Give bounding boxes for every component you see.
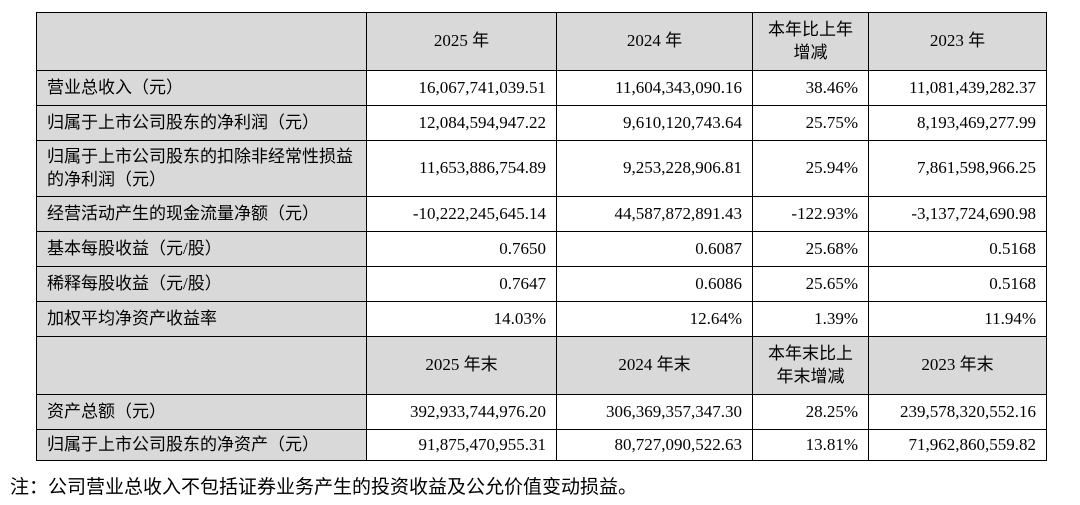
cell-2025: 0.7647 (366, 266, 557, 302)
table-row-weighted-avg-roe: 加权平均净资产收益率 14.03% 12.64% 1.39% 11.94% (36, 301, 1047, 337)
cell-2025: 12,084,594,947.22 (366, 105, 557, 141)
period-end-header-row: 2025 年末 2024 年末 本年末比上年末增减 2023 年末 (36, 336, 1047, 395)
row-label: 归属于上市公司股东的扣除非经常性损益的净利润（元） (36, 140, 367, 197)
col-header-2023: 2023 年 (868, 12, 1047, 71)
table-row-diluted-eps: 稀释每股收益（元/股） 0.7647 0.6086 25.65% 0.5168 (36, 266, 1047, 302)
cell-2023: 71,962,860,559.82 (868, 429, 1047, 461)
cell-change: 13.81% (752, 429, 869, 461)
row-label: 加权平均净资产收益率 (36, 301, 367, 337)
cell-2023: 8,193,469,277.99 (868, 105, 1047, 141)
table-row-net-profit: 归属于上市公司股东的净利润（元） 12,084,594,947.22 9,610… (36, 105, 1047, 141)
cell-2023: -3,137,724,690.98 (868, 196, 1047, 232)
row-label: 基本每股收益（元/股） (36, 231, 367, 267)
cell-change: 25.94% (752, 140, 869, 197)
key-financials-table: 2025 年 2024 年 本年比上年增减 2023 年 营业总收入（元） 16… (36, 12, 1047, 461)
table-row-operating-cash-flow: 经营活动产生的现金流量净额（元） -10,222,245,645.14 44,5… (36, 196, 1047, 232)
cell-2024: 11,604,343,090.16 (556, 70, 753, 106)
cell-change: 38.46% (752, 70, 869, 106)
row-label: 经营活动产生的现金流量净额（元） (36, 196, 367, 232)
cell-2024: 80,727,090,522.63 (556, 429, 753, 461)
footnote-text: 注：公司营业总收入不包括证券业务产生的投资收益及公允价值变动损益。 (10, 477, 638, 498)
table-row-basic-eps: 基本每股收益（元/股） 0.7650 0.6087 25.68% 0.5168 (36, 231, 1047, 267)
row-label: 资产总额（元） (36, 394, 367, 430)
row-label: 营业总收入（元） (36, 70, 367, 106)
cell-2025: 11,653,886,754.89 (366, 140, 557, 197)
cell-change: -122.93% (752, 196, 869, 232)
cell-2025: 16,067,741,039.51 (366, 70, 557, 106)
cell-2023: 0.5168 (868, 266, 1047, 302)
table-row-net-assets: 归属于上市公司股东的净资产（元） 91,875,470,955.31 80,72… (36, 429, 1047, 461)
cell-change: 25.75% (752, 105, 869, 141)
cell-2025: 0.7650 (366, 231, 557, 267)
cell-2023: 0.5168 (868, 231, 1047, 267)
col-header-2024: 2024 年 (556, 12, 753, 71)
table-row-net-profit-excl-nonrecurring: 归属于上市公司股东的扣除非经常性损益的净利润（元） 11,653,886,754… (36, 140, 1047, 197)
row-label: 稀释每股收益（元/股） (36, 266, 367, 302)
cell-2024: 9,610,120,743.64 (556, 105, 753, 141)
cell-2025: 91,875,470,955.31 (366, 429, 557, 461)
cell-2025: 392,933,744,976.20 (366, 394, 557, 430)
cell-2023: 239,578,320,552.16 (868, 394, 1047, 430)
annual-header-row: 2025 年 2024 年 本年比上年增减 2023 年 (36, 12, 1047, 71)
cell-2025: 14.03% (366, 301, 557, 337)
table-row-total-revenue: 营业总收入（元） 16,067,741,039.51 11,604,343,09… (36, 70, 1047, 106)
col-header-yoy-change: 本年比上年增减 (752, 12, 869, 71)
cell-2024: 0.6086 (556, 266, 753, 302)
corner-cell (36, 12, 367, 71)
cell-change: 28.25% (752, 394, 869, 430)
col-header-end-change: 本年末比上年末增减 (752, 336, 869, 395)
col-header-2025-end: 2025 年末 (366, 336, 557, 395)
row-label: 归属于上市公司股东的净利润（元） (36, 105, 367, 141)
corner-cell (36, 336, 367, 395)
cell-2024: 9,253,228,906.81 (556, 140, 753, 197)
cell-change: 25.65% (752, 266, 869, 302)
cell-2023: 11.94% (868, 301, 1047, 337)
cell-change: 25.68% (752, 231, 869, 267)
col-header-2025: 2025 年 (366, 12, 557, 71)
cell-2024: 306,369,357,347.30 (556, 394, 753, 430)
cell-2023: 7,861,598,966.25 (868, 140, 1047, 197)
col-header-2024-end: 2024 年末 (556, 336, 753, 395)
cell-2024: 44,587,872,891.43 (556, 196, 753, 232)
table-row-total-assets: 资产总额（元） 392,933,744,976.20 306,369,357,3… (36, 394, 1047, 430)
col-header-2023-end: 2023 年末 (868, 336, 1047, 395)
cell-change: 1.39% (752, 301, 869, 337)
cell-2025: -10,222,245,645.14 (366, 196, 557, 232)
cell-2023: 11,081,439,282.37 (868, 70, 1047, 106)
cell-2024: 0.6087 (556, 231, 753, 267)
row-label: 归属于上市公司股东的净资产（元） (36, 429, 367, 461)
cell-2024: 12.64% (556, 301, 753, 337)
